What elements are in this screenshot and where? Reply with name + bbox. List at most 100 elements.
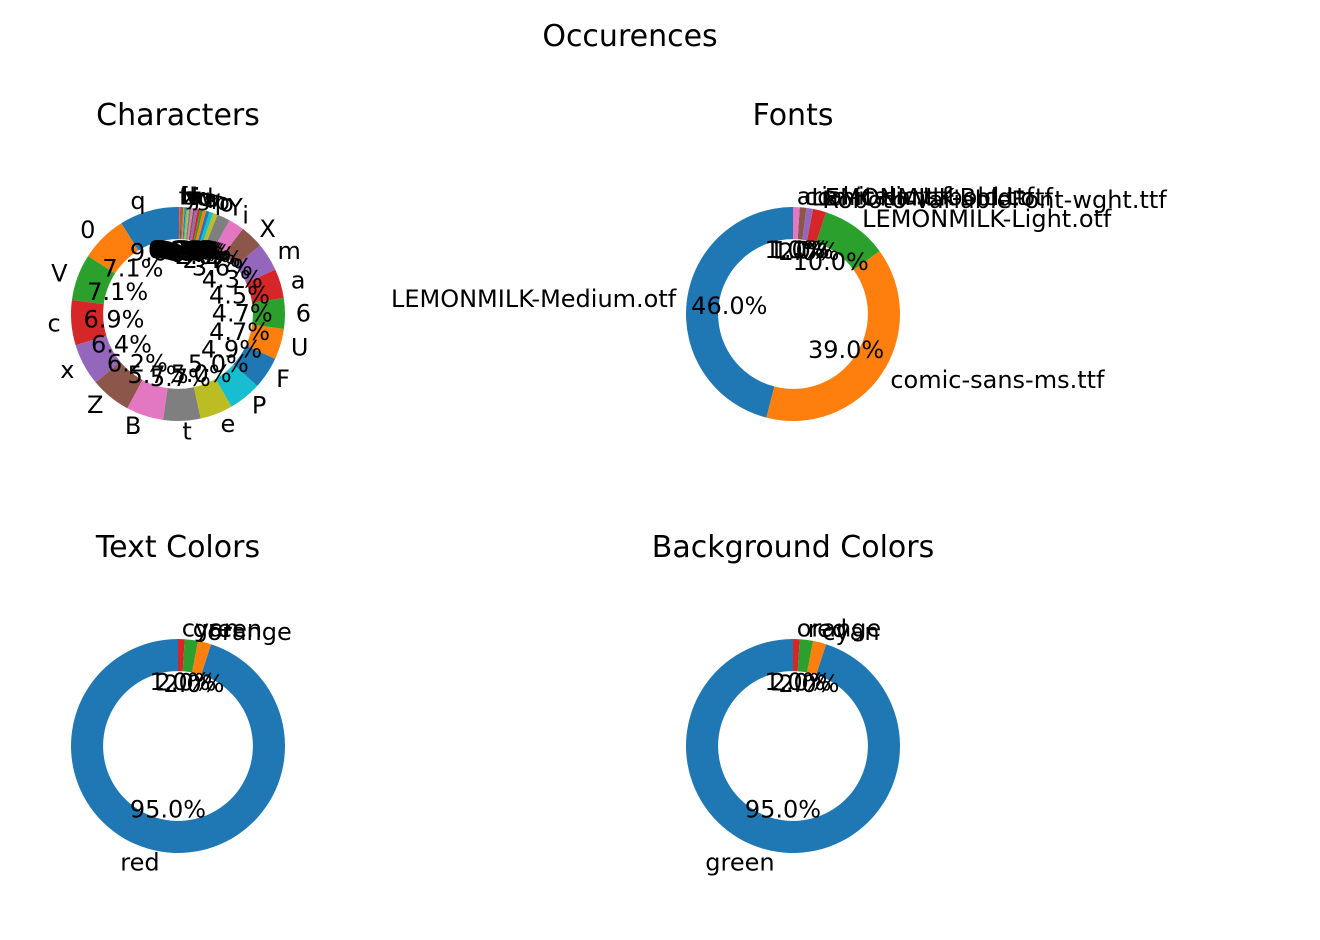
chart-characters: Characters q9.0%07.1%V7.1%c 6.9%x6.4%Z6.2… xyxy=(47,98,310,446)
characters-pct-q: 9.0% xyxy=(130,238,191,266)
text-colors-pct-orange: 2.0% xyxy=(163,670,224,698)
characters-label-e: e xyxy=(220,410,235,438)
characters-wedge-x xyxy=(223,228,261,266)
characters-pct-x: 6.4% xyxy=(91,330,152,358)
characters-pct-u: 4.7% xyxy=(209,318,270,346)
characters-label-w: w xyxy=(201,185,221,213)
characters-label-p: P xyxy=(252,392,266,420)
characters-pct-p: 5.0% xyxy=(188,350,249,378)
text-colors-wedge-orange xyxy=(192,640,212,675)
characters-wedge-f xyxy=(178,207,180,240)
characters-labels: q9.0%07.1%V7.1%c 6.9%x6.4%Z6.2%B5.7%t5.7%… xyxy=(47,182,310,445)
fonts-label-comic-sans-bold-ttf: comic-sans-bold.ttf xyxy=(804,183,1035,211)
fonts-wedges xyxy=(686,207,900,421)
characters-label-c: c xyxy=(47,310,60,338)
characters-wedge-j xyxy=(187,207,194,240)
fonts-wedge-comic-sans-bold-ttf xyxy=(797,207,807,240)
characters-pct-p: 0.6% xyxy=(167,239,228,267)
characters-label-6: 6 xyxy=(296,299,311,327)
characters-pct-u: 0.2% xyxy=(153,236,214,264)
characters-wedge-0 xyxy=(88,223,139,274)
characters-wedge-i xyxy=(214,220,243,255)
characters-label-y: Y xyxy=(227,194,243,222)
chart-background-colors: Background Colors green 95.0% cyan 2.0% red 2… xyxy=(652,530,934,876)
characters-label-u: U xyxy=(291,333,309,361)
characters-wedge-6 xyxy=(252,297,285,330)
chart-fonts: Fonts LEMONMILK-Medium.otf 46.0% comic-san… xyxy=(391,98,1167,421)
characters-wedge-a xyxy=(246,269,284,303)
background-colors-pct-orange: 1.0% xyxy=(765,668,826,696)
fonts-wedge-lemonmilk-light-otf xyxy=(816,212,880,270)
fonts-wedge-arial-italic-ttf xyxy=(793,207,800,240)
characters-pct-f: 4.9% xyxy=(201,335,262,363)
characters-pct-m: 4.3% xyxy=(202,266,263,294)
characters-label-i: i xyxy=(242,201,249,229)
text-colors-pct-green: 2.0% xyxy=(156,668,217,696)
characters-label-j: j xyxy=(193,183,201,211)
fonts-label-lemonmilk-medium-otf: LEMONMILK-Medium.otf xyxy=(391,285,677,313)
characters-pct-t: 5.7% xyxy=(150,364,211,392)
background-colors-wedge-green xyxy=(686,639,900,853)
characters-wedge-b xyxy=(178,207,181,240)
chart-title-background-colors: Background Colors xyxy=(652,530,934,565)
fonts-label-comic-sans-ms-ttf: comic-sans-ms.ttf xyxy=(890,366,1105,394)
text-colors-label-cyan: cyan xyxy=(182,614,239,642)
characters-label-k: k xyxy=(191,183,205,211)
text-colors-label-orange: orange xyxy=(207,618,291,646)
text-colors-wedge-red xyxy=(71,639,286,853)
background-colors-label-red: red xyxy=(808,615,847,643)
characters-pct-r: 0.5% xyxy=(163,238,224,266)
characters-wedge-h xyxy=(179,207,182,240)
characters-pct-z: 6.2% xyxy=(107,350,168,378)
figure-title: Occurences xyxy=(542,19,717,54)
characters-wedge-v xyxy=(71,256,116,305)
characters-pct-b: 0.2% xyxy=(149,236,210,264)
background-colors-pct-red: 2.0% xyxy=(771,668,832,696)
characters-label-d: d xyxy=(198,184,213,212)
characters-wedge-t xyxy=(163,387,201,421)
fonts-pct-arial-italic-ttf: 1.0% xyxy=(765,236,826,264)
characters-pct-e: 5.0% xyxy=(171,360,232,388)
background-colors-wedge-red xyxy=(797,639,814,673)
background-colors-labels: green 95.0% cyan 2.0% red 2.0% orange 1.0% xyxy=(705,614,881,876)
characters-wedge-s xyxy=(193,209,203,242)
background-colors-pct-green: 95.0% xyxy=(745,795,821,823)
characters-wedge-k xyxy=(185,207,192,240)
characters-label-m: m xyxy=(278,237,301,265)
characters-wedge-m xyxy=(235,245,276,283)
characters-label-v: v xyxy=(186,183,200,211)
characters-label-q: q xyxy=(130,187,145,215)
characters-label-n: n xyxy=(211,187,226,215)
characters-pct-g: 0.3% xyxy=(157,237,218,265)
characters-wedge-q xyxy=(121,207,178,251)
characters-label-z: z xyxy=(183,182,196,210)
characters-wedge-w xyxy=(191,208,201,241)
characters-label-o: o xyxy=(219,190,234,218)
fonts-label-arial-italic-ttf: arial-italic.ttf xyxy=(797,182,951,210)
characters-wedge-p xyxy=(215,364,258,407)
characters-pct-o: 0.7% xyxy=(170,240,231,268)
chart-title-text-colors: Text Colors xyxy=(95,530,260,565)
characters-pct-y: 0.2% xyxy=(151,236,212,264)
characters-wedge-r xyxy=(195,209,207,242)
text-colors-wedge-green xyxy=(182,639,199,673)
characters-wedge-o xyxy=(202,212,218,245)
characters-wedge-b xyxy=(127,379,168,420)
chart-title-fonts: Fonts xyxy=(753,98,834,133)
text-colors-label-red: red xyxy=(120,848,159,876)
background-colors-label-cyan: cyan xyxy=(822,618,879,646)
characters-pct-w: 0.4% xyxy=(160,237,221,265)
characters-pct-l: 0.3% xyxy=(154,236,215,264)
characters-wedge-y xyxy=(181,207,185,240)
characters-wedge-g xyxy=(188,208,196,241)
fonts-pct-roboto-variablefont-wght-ttf: 2.0% xyxy=(778,238,839,266)
characters-label-x: x xyxy=(60,356,74,384)
characters-wedge-u xyxy=(183,207,188,240)
characters-label-s: s xyxy=(204,185,217,213)
fonts-label-lemonmilk-bold-otf: LEMONMILK-Bold.otf xyxy=(811,184,1053,212)
characters-pct-c: 6.9% xyxy=(84,305,145,333)
characters-pct-j: 0.3% xyxy=(156,236,217,264)
characters-pct-f: 0.2% xyxy=(148,236,209,264)
fonts-wedge-roboto-variablefont-wght-ttf xyxy=(807,208,827,243)
